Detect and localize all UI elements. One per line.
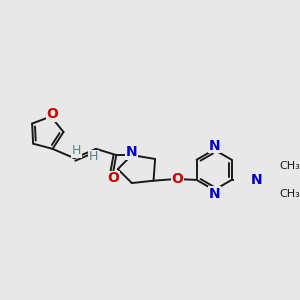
Text: N: N [208,187,220,201]
Text: CH₃: CH₃ [279,161,300,171]
Text: N: N [208,139,220,153]
Text: O: O [172,172,184,186]
Text: O: O [107,171,119,185]
Text: H: H [89,150,98,163]
Text: CH₃: CH₃ [279,189,300,199]
Text: N: N [251,173,262,187]
Text: O: O [46,107,58,121]
Text: H: H [72,144,81,157]
Text: N: N [126,145,138,159]
